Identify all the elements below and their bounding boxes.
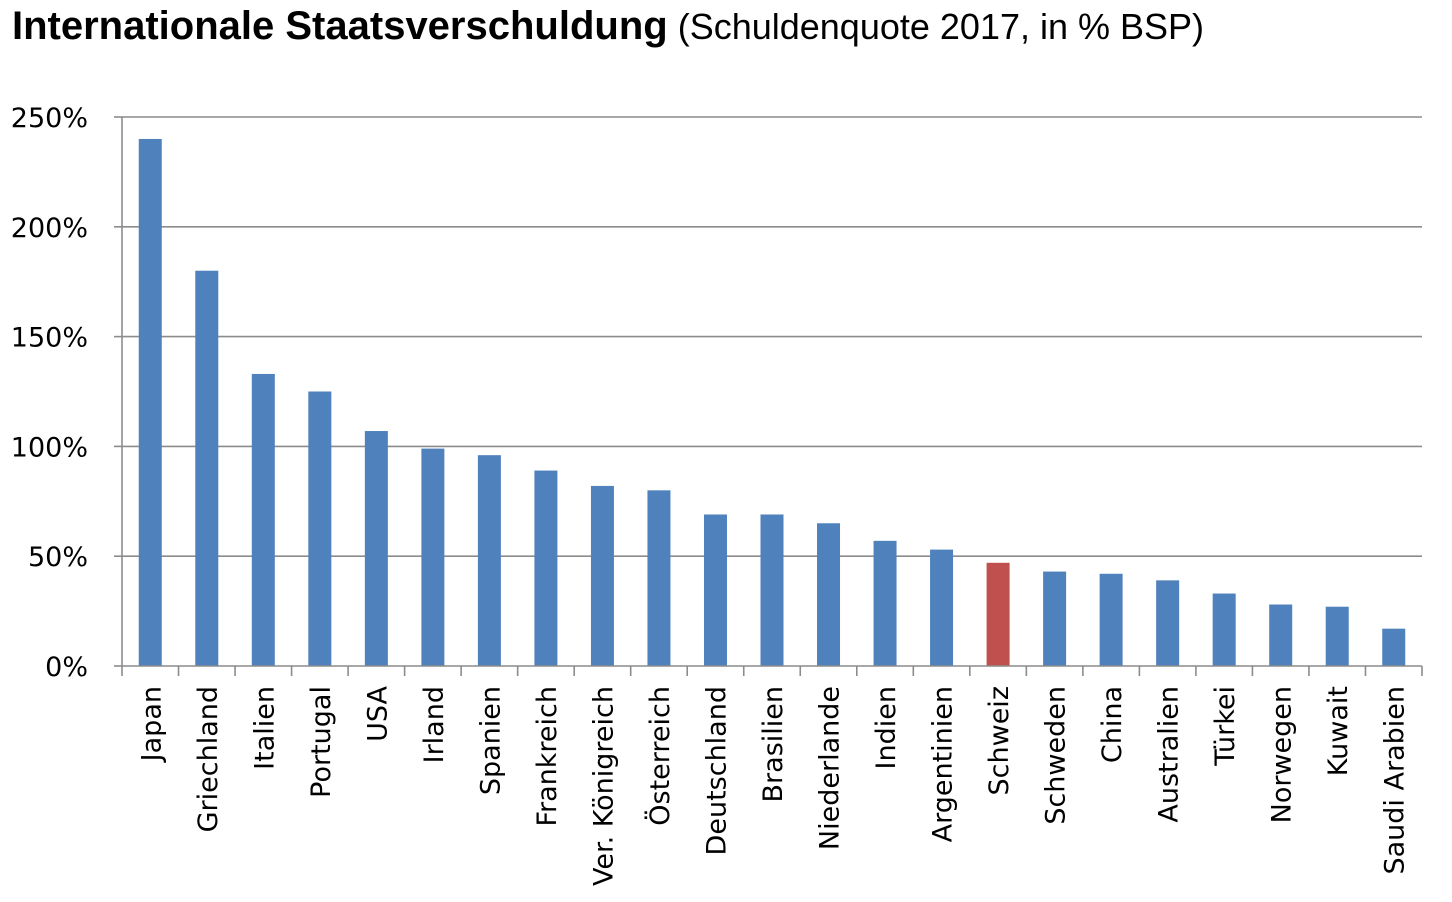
axes — [114, 116, 1423, 676]
x-tick-label: Australien — [1154, 686, 1185, 823]
x-tick-label: China — [1097, 686, 1128, 763]
bar-schweiz — [986, 562, 1010, 666]
bar-indien — [873, 540, 897, 666]
bar-japan — [138, 138, 162, 666]
bar-österreich — [647, 490, 671, 666]
x-tick-label: Norwegen — [1267, 686, 1298, 823]
x-tick-label: Griechland — [193, 686, 224, 832]
chart-title-main: Internationale Staatsverschuldung — [12, 4, 668, 48]
y-tick-label: 0% — [45, 652, 88, 683]
x-tick-label: Italien — [249, 686, 280, 770]
x-tick-label: Japan — [136, 686, 167, 763]
x-tick-label: Indien — [871, 686, 902, 769]
x-tick-label: Österreich — [644, 686, 676, 826]
bar-norwegen — [1269, 604, 1293, 666]
x-tick-labels: Japan Griechland Italien Portugal USA Irland S… — [136, 685, 1410, 886]
x-tick-label: Portugal — [306, 686, 337, 798]
y-tick-label: 50% — [28, 542, 88, 573]
bars — [138, 138, 1406, 666]
bar-argentinien — [930, 549, 954, 666]
bar-portugal — [308, 391, 332, 666]
y-tick-label: 200% — [11, 213, 88, 244]
x-tick-label: Argentinien — [928, 686, 959, 842]
bar-brasilien — [760, 514, 784, 666]
bar-italien — [251, 373, 275, 666]
y-tick-labels: 0% 50% 100% 150% 200% 250% — [11, 103, 88, 683]
bar-frankreich — [534, 470, 558, 666]
bar-usa — [364, 431, 388, 666]
bar-kuwait — [1325, 606, 1349, 666]
bar-türkei — [1212, 593, 1236, 666]
bar-schweden — [1043, 571, 1067, 666]
y-tick-label: 150% — [11, 323, 88, 354]
y-tick-label: 100% — [11, 432, 88, 463]
bar-spanien — [477, 455, 501, 666]
bar-saudi-arabien — [1382, 628, 1406, 666]
x-tick-label: USA — [362, 685, 393, 741]
x-tick-label: Brasilien — [758, 686, 789, 802]
bar-australien — [1156, 580, 1180, 666]
bar-deutschland — [703, 514, 727, 666]
x-tick-label: Schweiz — [984, 686, 1015, 795]
bar-ver-königreich — [590, 485, 614, 666]
bar-niederlande — [817, 523, 841, 666]
bar-irland — [421, 448, 445, 666]
bar-griechland — [195, 270, 219, 666]
x-tick-label: Frankreich — [532, 686, 563, 827]
x-tick-label: Türkei — [1210, 686, 1241, 767]
bar-china — [1099, 573, 1123, 666]
x-tick-label: Saudi Arabien — [1380, 686, 1411, 875]
chart-title: Internationale Staatsverschuldung (Schuld… — [12, 4, 1204, 49]
x-tick-label: Spanien — [475, 686, 506, 795]
x-tick-label: Schweden — [1041, 686, 1072, 825]
y-tick-label: 250% — [11, 103, 88, 134]
chart-subtitle: (Schuldenquote 2017, in % BSP) — [677, 6, 1205, 47]
x-tick-label: Kuwait — [1323, 686, 1354, 776]
x-tick-label: Niederlande — [815, 686, 846, 850]
x-tick-label: Deutschland — [701, 686, 732, 855]
x-tick-label: Ver. Königreich — [588, 686, 619, 886]
x-tick-label: Irland — [419, 686, 450, 763]
